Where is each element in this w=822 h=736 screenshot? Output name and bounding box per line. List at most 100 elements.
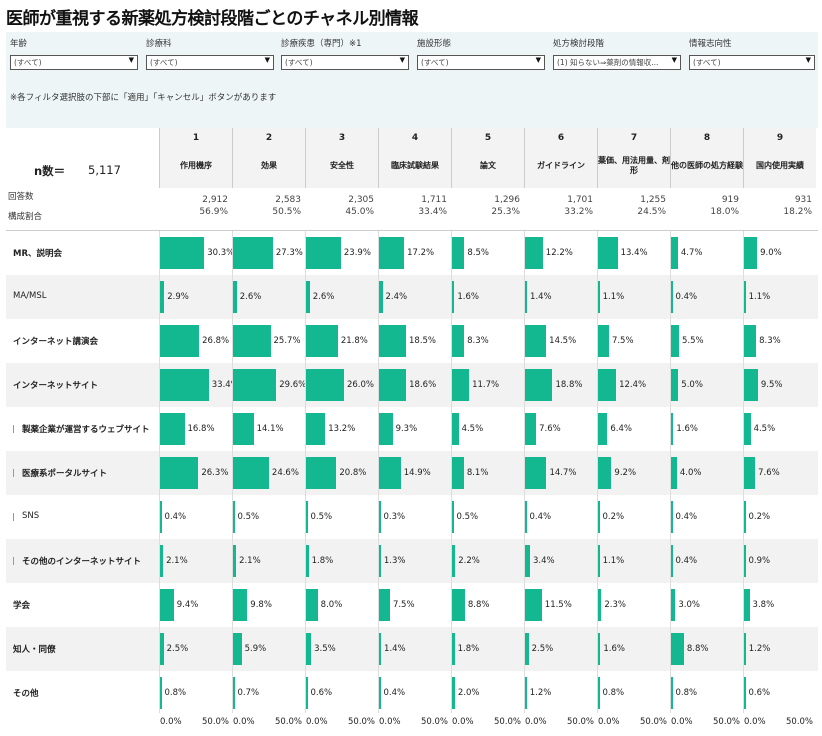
bar-value-label: 9.3%	[395, 424, 418, 434]
bar-value-label: 0.4%	[529, 512, 552, 522]
filter-select[interactable]: (すべて) ▼	[10, 55, 138, 70]
bar-value-label: 27.3%	[275, 248, 303, 258]
bar	[233, 457, 269, 489]
bar-value-label: 1.1%	[602, 556, 625, 566]
bar-value-label: 1.3%	[383, 556, 406, 566]
bar	[379, 237, 405, 269]
axis-tick-label: 0.0%	[525, 717, 547, 727]
bar	[744, 677, 746, 709]
bar	[379, 633, 382, 665]
column-name: 薬価、用法用量、剤形	[598, 155, 670, 175]
bar-value-label: 3.8%	[752, 600, 775, 610]
table-row	[6, 539, 818, 583]
bar-value-label: 3.0%	[678, 600, 700, 610]
bar	[598, 677, 600, 709]
row-label: 製薬企業が運営するウェブサイト	[22, 425, 150, 435]
ratio-label: 構成割合	[8, 212, 43, 222]
bar-value-label: 3.5%	[314, 644, 336, 654]
bar-value-label: 17.2%	[407, 248, 435, 258]
bar-value-label: 0.4%	[164, 512, 187, 522]
bar	[671, 633, 684, 665]
bar	[525, 413, 537, 445]
bar-value-label: 2.1%	[239, 556, 261, 566]
filter-select[interactable]: (すべて) ▼	[281, 55, 409, 70]
bar-value-label: 0.4%	[675, 556, 698, 566]
bar	[598, 281, 600, 313]
filter-select[interactable]: (1) 知らない⇒薬剤の情報収... ▼	[553, 55, 681, 70]
bar	[379, 545, 381, 577]
bar	[744, 413, 751, 445]
filter-label: 診療疾患（専門）※1	[281, 39, 362, 49]
row-indent-marker	[13, 557, 14, 565]
filter-select[interactable]: (すべて) ▼	[146, 55, 274, 70]
bar-value-label: 2.5%	[166, 644, 189, 654]
column-divider	[451, 231, 452, 713]
bar	[160, 633, 164, 665]
bar-value-label: 0.5%	[237, 512, 260, 522]
bar-value-label: 30.3%	[207, 248, 235, 258]
bar-value-label: 4.7%	[680, 248, 703, 258]
bar	[671, 413, 674, 445]
column-number: 5	[484, 133, 492, 143]
bar-value-label: 4.0%	[679, 468, 702, 478]
bar	[671, 281, 673, 313]
bar	[452, 413, 459, 445]
column-header: 4 臨床試験結果	[378, 128, 451, 188]
bar-value-label: 2.1%	[166, 556, 188, 566]
bar	[233, 633, 242, 665]
table-row	[6, 275, 818, 319]
column-name: 安全性	[330, 160, 354, 170]
table-row	[6, 319, 818, 363]
filter-select[interactable]: (すべて) ▼	[417, 55, 545, 70]
bar	[233, 589, 248, 621]
bar	[452, 633, 455, 665]
bar-value-label: 26.3%	[201, 468, 229, 478]
bar-value-label: 1.1%	[602, 292, 625, 302]
column-name: 論文	[480, 160, 496, 170]
bar	[598, 545, 600, 577]
dropdown-arrow-icon: ▼	[805, 56, 811, 64]
axis-tick-label: 50.0%	[786, 717, 814, 727]
bar	[671, 457, 677, 489]
bar	[598, 325, 609, 357]
column-divider	[378, 231, 379, 713]
column-name: 他の医師の処方経験	[671, 160, 743, 170]
bar-value-label: 23.9%	[343, 248, 371, 258]
bar-value-label: 0.4%	[383, 688, 406, 698]
column-header: 2 効果	[232, 128, 305, 188]
axis-tick-label: 50.0%	[640, 717, 668, 727]
bar-value-label: 0.6%	[310, 688, 333, 698]
response-count: 1,701	[567, 195, 593, 205]
response-ratio: 18.0%	[710, 207, 739, 217]
axis-tick-label: 50.0%	[713, 717, 741, 727]
bar-value-label: 14.1%	[256, 424, 284, 434]
bar	[452, 457, 464, 489]
bar-value-label: 1.6%	[603, 644, 625, 654]
row-label: 知人・同僚	[13, 645, 56, 655]
row-label: インターネット講演会	[13, 337, 99, 347]
bar	[598, 457, 612, 489]
column-divider	[743, 231, 744, 713]
filter-select-value: (すべて)	[14, 58, 42, 67]
bar	[525, 589, 542, 621]
filter-select[interactable]: (すべて) ▼	[689, 55, 815, 70]
count-label: 回答数	[8, 192, 34, 202]
dropdown-arrow-icon: ▼	[671, 56, 677, 64]
bar	[379, 413, 393, 445]
bar	[160, 237, 205, 269]
n-label: n数＝	[34, 164, 66, 178]
bar-value-label: 9.0%	[760, 248, 782, 258]
row-label: 医療系ポータルサイト	[22, 469, 108, 479]
bar	[598, 369, 617, 401]
response-count: 1,255	[640, 195, 666, 205]
bar	[671, 501, 673, 533]
bar-value-label: 9.4%	[176, 600, 199, 610]
bar	[598, 237, 618, 269]
bar	[452, 677, 455, 709]
dropdown-arrow-icon: ▼	[128, 56, 134, 64]
table-row	[6, 231, 818, 275]
filter-select-value: (1) 知らない⇒薬剤の情報収...	[557, 58, 659, 67]
bar	[160, 545, 164, 577]
column-divider	[159, 231, 160, 713]
column-name: 国内使用実績	[756, 160, 804, 170]
